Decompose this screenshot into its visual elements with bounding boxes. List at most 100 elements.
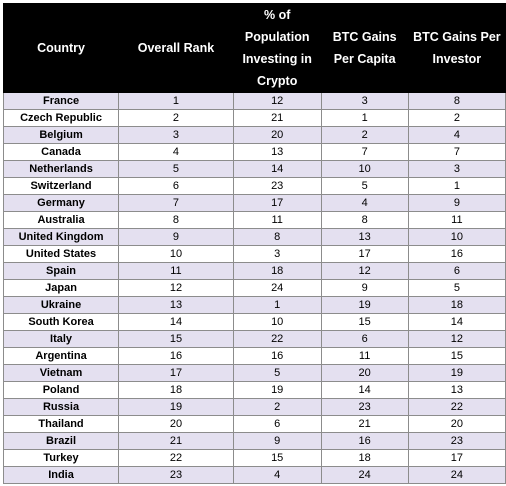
cell-btc-gains-per-investor: 17 [407, 449, 506, 467]
cell-btc-gains-per-capita: 18 [320, 449, 409, 467]
cell-country: Italy [2, 330, 120, 348]
table-row: India 23 4 24 24 [2, 466, 506, 484]
cell-country: Netherlands [2, 160, 120, 178]
cell-population-investing: 12 [232, 92, 322, 110]
cell-btc-gains-per-investor: 1 [407, 177, 506, 195]
cell-btc-gains-per-investor: 9 [407, 194, 506, 212]
cell-overall-rank: 12 [118, 279, 234, 297]
cell-overall-rank: 7 [118, 194, 234, 212]
cell-country: Turkey [2, 449, 120, 467]
cell-btc-gains-per-capita: 5 [320, 177, 409, 195]
cell-overall-rank: 14 [118, 313, 234, 331]
cell-overall-rank: 4 [118, 143, 234, 161]
cell-btc-gains-per-capita: 10 [320, 160, 409, 178]
crypto-ranking-table: Country Overall Rank % of Population Inv… [2, 3, 506, 484]
cell-overall-rank: 11 [118, 262, 234, 280]
table-row: Czech Republic 2 21 1 2 [2, 109, 506, 127]
cell-btc-gains-per-capita: 16 [320, 432, 409, 450]
cell-country: France [2, 92, 120, 110]
table-row: Spain 11 18 12 6 [2, 262, 506, 280]
cell-btc-gains-per-investor: 2 [407, 109, 506, 127]
cell-population-investing: 22 [232, 330, 322, 348]
table-row: Ukraine 13 1 19 18 [2, 296, 506, 314]
table-row: Canada 4 13 7 7 [2, 143, 506, 161]
header-overall-rank: Overall Rank [118, 3, 234, 93]
cell-btc-gains-per-capita: 12 [320, 262, 409, 280]
table-body: France 1 12 3 8 Czech Republic 2 21 1 2 Belgium 3 20… [2, 92, 506, 484]
cell-country: Argentina [2, 347, 120, 365]
cell-population-investing: 19 [232, 381, 322, 399]
cell-btc-gains-per-investor: 10 [407, 228, 506, 246]
cell-country: Germany [2, 194, 120, 212]
cell-overall-rank: 2 [118, 109, 234, 127]
table-row: France 1 12 3 8 [2, 92, 506, 110]
cell-btc-gains-per-investor: 3 [407, 160, 506, 178]
cell-population-investing: 2 [232, 398, 322, 416]
cell-country: Czech Republic [2, 109, 120, 127]
cell-population-investing: 21 [232, 109, 322, 127]
cell-overall-rank: 3 [118, 126, 234, 144]
cell-btc-gains-per-capita: 23 [320, 398, 409, 416]
cell-population-investing: 23 [232, 177, 322, 195]
cell-overall-rank: 10 [118, 245, 234, 263]
table-row: United States 10 3 17 16 [2, 245, 506, 263]
table-row: Turkey 22 15 18 17 [2, 449, 506, 467]
cell-country: South Korea [2, 313, 120, 331]
cell-country: Spain [2, 262, 120, 280]
cell-population-investing: 10 [232, 313, 322, 331]
cell-btc-gains-per-investor: 20 [407, 415, 506, 433]
cell-population-investing: 20 [232, 126, 322, 144]
cell-btc-gains-per-investor: 13 [407, 381, 506, 399]
cell-country: Thailand [2, 415, 120, 433]
cell-population-investing: 6 [232, 415, 322, 433]
header-btc-gains-per-capita: BTC Gains Per Capita [320, 3, 409, 93]
header-row: Country Overall Rank % of Population Inv… [2, 3, 506, 93]
cell-overall-rank: 9 [118, 228, 234, 246]
table-row: Vietnam 17 5 20 19 [2, 364, 506, 382]
table-row: South Korea 14 10 15 14 [2, 313, 506, 331]
cell-overall-rank: 6 [118, 177, 234, 195]
cell-population-investing: 9 [232, 432, 322, 450]
cell-country: Canada [2, 143, 120, 161]
header-btc-gains-per-investor: BTC Gains Per Investor [407, 3, 506, 93]
table-row: Netherlands 5 14 10 3 [2, 160, 506, 178]
table-row: Argentina 16 16 11 15 [2, 347, 506, 365]
cell-overall-rank: 16 [118, 347, 234, 365]
cell-btc-gains-per-capita: 7 [320, 143, 409, 161]
cell-overall-rank: 1 [118, 92, 234, 110]
cell-btc-gains-per-investor: 18 [407, 296, 506, 314]
cell-btc-gains-per-investor: 8 [407, 92, 506, 110]
cell-population-investing: 16 [232, 347, 322, 365]
cell-btc-gains-per-capita: 6 [320, 330, 409, 348]
cell-btc-gains-per-capita: 1 [320, 109, 409, 127]
table-row: Thailand 20 6 21 20 [2, 415, 506, 433]
cell-overall-rank: 19 [118, 398, 234, 416]
cell-btc-gains-per-capita: 8 [320, 211, 409, 229]
cell-overall-rank: 20 [118, 415, 234, 433]
cell-overall-rank: 8 [118, 211, 234, 229]
cell-country: Russia [2, 398, 120, 416]
cell-btc-gains-per-capita: 13 [320, 228, 409, 246]
cell-btc-gains-per-investor: 11 [407, 211, 506, 229]
cell-btc-gains-per-capita: 17 [320, 245, 409, 263]
cell-btc-gains-per-investor: 6 [407, 262, 506, 280]
cell-overall-rank: 17 [118, 364, 234, 382]
table-row: Switzerland 6 23 5 1 [2, 177, 506, 195]
cell-country: United Kingdom [2, 228, 120, 246]
cell-btc-gains-per-investor: 14 [407, 313, 506, 331]
cell-btc-gains-per-investor: 23 [407, 432, 506, 450]
cell-btc-gains-per-capita: 15 [320, 313, 409, 331]
cell-country: Belgium [2, 126, 120, 144]
table-row: Poland 18 19 14 13 [2, 381, 506, 399]
cell-btc-gains-per-capita: 20 [320, 364, 409, 382]
cell-population-investing: 24 [232, 279, 322, 297]
cell-btc-gains-per-investor: 7 [407, 143, 506, 161]
table-row: Italy 15 22 6 12 [2, 330, 506, 348]
table-row: Japan 12 24 9 5 [2, 279, 506, 297]
cell-btc-gains-per-capita: 3 [320, 92, 409, 110]
cell-btc-gains-per-investor: 19 [407, 364, 506, 382]
cell-overall-rank: 23 [118, 466, 234, 484]
cell-btc-gains-per-investor: 15 [407, 347, 506, 365]
cell-btc-gains-per-capita: 2 [320, 126, 409, 144]
cell-btc-gains-per-investor: 12 [407, 330, 506, 348]
